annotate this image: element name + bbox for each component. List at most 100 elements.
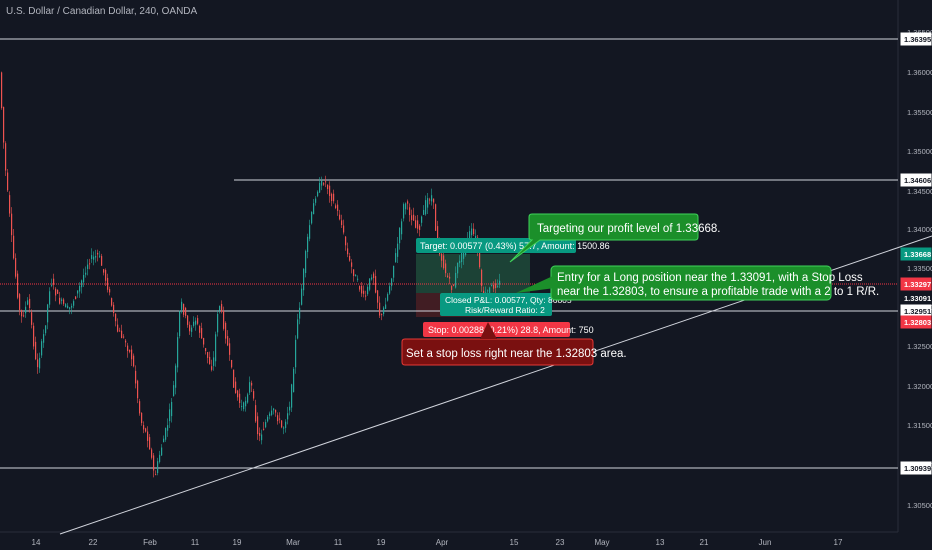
candle-body <box>249 382 251 393</box>
candle-body <box>491 285 493 287</box>
candle-body <box>337 204 339 211</box>
candle-body <box>277 415 279 422</box>
candle-body <box>329 185 331 196</box>
candle-body <box>259 432 261 436</box>
candle-body <box>457 262 459 274</box>
candle-body <box>199 325 201 333</box>
callout-entry[interactable]: Entry for a Long position near the 1.330… <box>516 265 879 301</box>
time-axis-label: 11 <box>191 538 200 547</box>
candle-body <box>93 256 95 260</box>
candle-body <box>107 277 109 290</box>
candle-body <box>353 269 355 276</box>
candle-body <box>323 183 325 185</box>
candle-body <box>497 286 499 288</box>
candle-body <box>475 235 477 239</box>
candle-body <box>335 205 337 209</box>
stop-label-box: Stop: 0.00288 (0.21%) 28.8, Amount: 750 <box>423 322 594 337</box>
candle-body <box>83 274 85 283</box>
candle-body <box>41 341 43 356</box>
price-marker-label: 1.33668 <box>904 250 931 259</box>
candle-body <box>23 315 25 317</box>
candle-body <box>127 345 129 352</box>
candle-body <box>67 305 69 308</box>
price-marker-label: 1.32951 <box>904 307 931 316</box>
candle-body <box>111 298 113 306</box>
candle-body <box>303 268 305 291</box>
candle-body <box>385 304 387 309</box>
candle-body <box>317 191 319 197</box>
callout-stop[interactable]: Set a stop loss right near the 1.32803 a… <box>401 322 627 366</box>
closed-pnl-label: Closed P&L: 0.00577, Qty: 86805 <box>445 295 572 305</box>
candle-body <box>347 248 349 255</box>
candle-body <box>219 306 221 311</box>
candle-body <box>77 290 79 294</box>
candle-body <box>65 304 67 308</box>
candle-body <box>51 284 53 286</box>
candle-body <box>63 299 65 304</box>
candle-body <box>489 287 491 296</box>
candle-body <box>343 225 345 233</box>
closed-pnl-box: Closed P&L: 0.00577, Qty: 86805 Risk/Rew… <box>440 293 572 316</box>
candle-body <box>351 262 353 267</box>
candle-body <box>155 474 157 476</box>
candle-body <box>309 225 311 239</box>
candle-body <box>423 209 425 215</box>
candle-body <box>377 290 379 303</box>
candle-body <box>211 366 213 370</box>
candle-body <box>223 311 225 329</box>
candle-body <box>245 400 247 407</box>
candle-body <box>1 72 3 108</box>
candle-body <box>373 273 375 279</box>
candle-body <box>275 409 277 413</box>
candle-body <box>231 359 233 368</box>
candle-body <box>27 300 29 305</box>
candle-body <box>367 286 369 295</box>
candle-body <box>229 343 231 355</box>
candle-body <box>271 410 273 415</box>
candle-body <box>109 289 111 293</box>
candle-body <box>279 418 281 420</box>
candle-body <box>153 455 155 471</box>
candle-body <box>413 214 415 221</box>
candle-body <box>209 356 211 365</box>
candle-body <box>269 413 271 416</box>
candle-body <box>133 355 135 367</box>
candle-body <box>185 307 187 316</box>
time-axis-label: 19 <box>377 538 386 547</box>
candle-body <box>315 198 317 203</box>
candle-body <box>195 320 197 325</box>
candle-body <box>159 454 161 462</box>
candle-body <box>193 321 195 326</box>
candle-body <box>21 310 23 317</box>
candle-body <box>359 286 361 290</box>
candle-body <box>395 253 397 263</box>
time-axis-label: Apr <box>436 538 449 547</box>
candle-body <box>151 449 153 458</box>
time-axis-label: 21 <box>700 538 709 547</box>
candle-body <box>239 393 241 404</box>
candle-body <box>407 201 409 204</box>
candle-body <box>383 307 385 315</box>
candle-body <box>163 438 165 443</box>
candle-body <box>285 421 287 428</box>
candle-body <box>267 416 269 422</box>
candle-body <box>349 255 351 261</box>
candle-body <box>469 231 471 242</box>
candle-body <box>59 297 61 304</box>
candle-body <box>357 278 359 280</box>
candle-body <box>191 327 193 332</box>
candle-body <box>403 204 405 219</box>
candle-body <box>19 294 21 310</box>
candle-body <box>97 252 99 255</box>
candle-body <box>241 405 243 407</box>
candle-body <box>235 381 237 394</box>
candle-body <box>379 302 381 316</box>
candle-body <box>125 340 127 343</box>
candle-body <box>405 203 407 210</box>
time-axis-label: 11 <box>334 538 343 547</box>
candle-body <box>419 225 421 230</box>
candle-body <box>289 406 291 411</box>
candle-body <box>255 405 257 422</box>
callout-target[interactable]: Targeting our profit level of 1.33668. <box>509 213 720 263</box>
